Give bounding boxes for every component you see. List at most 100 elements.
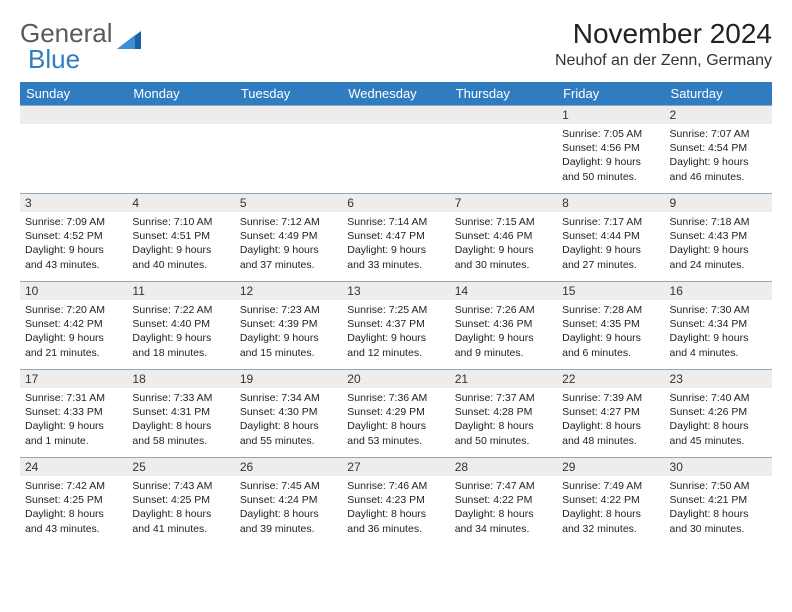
day-detail-line: and 27 minutes. [562,258,659,272]
day-detail-line: Sunrise: 7:09 AM [25,215,122,229]
calendar-day-cell: 24Sunrise: 7:42 AMSunset: 4:25 PMDayligh… [20,458,127,546]
day-detail-line: and 36 minutes. [347,522,444,536]
calendar-day-cell: 19Sunrise: 7:34 AMSunset: 4:30 PMDayligh… [235,370,342,458]
day-detail-line: Sunset: 4:36 PM [455,317,552,331]
day-detail-line: Sunset: 4:31 PM [132,405,229,419]
day-detail-line: and 15 minutes. [240,346,337,360]
day-number: 18 [127,370,234,388]
day-number: 16 [665,282,772,300]
day-number: 1 [557,106,664,124]
day-detail-line: Sunrise: 7:26 AM [455,303,552,317]
day-detail-line: Daylight: 9 hours [455,331,552,345]
calendar-day-cell: 8Sunrise: 7:17 AMSunset: 4:44 PMDaylight… [557,194,664,282]
day-detail-line: and 9 minutes. [455,346,552,360]
day-detail-line: Daylight: 9 hours [347,331,444,345]
calendar-day-cell: 14 Sunrise: 7:26 AMSunset: 4:36 PMDayligh… [450,282,557,370]
day-details: Sunrise: 7:22 AMSunset: 4:40 PMDaylight:… [127,300,234,364]
day-details: Sunrise: 7:42 AMSunset: 4:25 PMDaylight:… [20,476,127,540]
day-detail-line: Daylight: 8 hours [132,507,229,521]
day-detail-line: Sunrise: 7:34 AM [240,391,337,405]
day-detail-line: and 50 minutes. [455,434,552,448]
calendar-day-cell: 1Sunrise: 7:05 AMSunset: 4:56 PMDaylight… [557,106,664,194]
day-number: 27 [342,458,449,476]
day-detail-line: Daylight: 9 hours [132,331,229,345]
day-number: 11 [127,282,234,300]
day-number: 22 [557,370,664,388]
day-number-empty [127,106,234,124]
day-detail-line: Daylight: 9 hours [562,243,659,257]
day-detail-line: and 43 minutes. [25,522,122,536]
day-details: Sunrise: 7:39 AMSunset: 4:27 PMDaylight:… [557,388,664,452]
day-detail-line: Sunrise: 7:17 AM [562,215,659,229]
day-details: Sunrise: 7:05 AMSunset: 4:56 PMDaylight:… [557,124,664,188]
calendar-day-cell: 23Sunrise: 7:40 AMSunset: 4:26 PMDayligh… [665,370,772,458]
day-detail-line: Sunrise: 7:14 AM [347,215,444,229]
day-details: Sunrise: 7:36 AMSunset: 4:29 PMDaylight:… [342,388,449,452]
day-detail-line: and 55 minutes. [240,434,337,448]
day-detail-line: and 12 minutes. [347,346,444,360]
day-detail-line: Sunrise: 7:37 AM [455,391,552,405]
day-detail-line: Sunset: 4:28 PM [455,405,552,419]
day-details: Sunrise: 7:31 AMSunset: 4:33 PMDaylight:… [20,388,127,452]
day-number-empty [235,106,342,124]
day-detail-line: and 34 minutes. [455,522,552,536]
calendar-day-cell: 13Sunrise: 7:25 AMSunset: 4:37 PMDayligh… [342,282,449,370]
day-number: 30 [665,458,772,476]
calendar-day-cell: 4Sunrise: 7:10 AMSunset: 4:51 PMDaylight… [127,194,234,282]
weekday-header: Wednesday [342,82,449,106]
day-number-empty [342,106,449,124]
day-detail-line: Sunset: 4:47 PM [347,229,444,243]
day-details: Sunrise: 7:12 AMSunset: 4:49 PMDaylight:… [235,212,342,276]
weekday-header: Thursday [450,82,557,106]
day-number: 12 [235,282,342,300]
day-detail-line: and 24 minutes. [670,258,767,272]
day-detail-line: Sunrise: 7:10 AM [132,215,229,229]
day-detail-line: Sunset: 4:21 PM [670,493,767,507]
day-detail-line: Sunset: 4:39 PM [240,317,337,331]
day-detail-line: Sunrise: 7:18 AM [670,215,767,229]
day-detail-line: Sunrise: 7:50 AM [670,479,767,493]
day-details: Sunrise: 7:25 AMSunset: 4:37 PMDaylight:… [342,300,449,364]
day-detail-line: Sunset: 4:52 PM [25,229,122,243]
day-detail-line: Daylight: 9 hours [670,331,767,345]
day-detail-line: and 46 minutes. [670,170,767,184]
day-detail-line: Sunset: 4:30 PM [240,405,337,419]
calendar-empty-cell [235,106,342,194]
day-detail-line: Daylight: 9 hours [670,155,767,169]
day-detail-line: and 6 minutes. [562,346,659,360]
calendar-week-row: 17Sunrise: 7:31 AMSunset: 4:33 PMDayligh… [20,370,772,458]
day-detail-line: Sunset: 4:33 PM [25,405,122,419]
day-detail-line: and 1 minute. [25,434,122,448]
day-number: 17 [20,370,127,388]
day-number: 28 [450,458,557,476]
day-detail-line: Sunrise: 7:39 AM [562,391,659,405]
day-detail-line: and 37 minutes. [240,258,337,272]
day-detail-line: Daylight: 8 hours [347,419,444,433]
day-detail-line: Sunset: 4:22 PM [455,493,552,507]
day-number: 14 [450,282,557,300]
day-number: 10 [20,282,127,300]
day-detail-line: Daylight: 9 hours [347,243,444,257]
title-block: November 2024 Neuhof an der Zenn, German… [555,18,772,70]
calendar-empty-cell [127,106,234,194]
weekday-header: Friday [557,82,664,106]
day-detail-line: and 45 minutes. [670,434,767,448]
day-detail-line: Daylight: 9 hours [670,243,767,257]
day-detail-line: Daylight: 8 hours [670,419,767,433]
day-detail-line: Sunrise: 7:43 AM [132,479,229,493]
day-number: 13 [342,282,449,300]
day-detail-line: and 4 minutes. [670,346,767,360]
day-number: 25 [127,458,234,476]
day-detail-line: Sunset: 4:24 PM [240,493,337,507]
day-detail-line: Daylight: 8 hours [670,507,767,521]
day-number: 20 [342,370,449,388]
day-detail-line: Sunset: 4:25 PM [132,493,229,507]
day-details: Sunrise: 7:33 AMSunset: 4:31 PMDaylight:… [127,388,234,452]
calendar-day-cell: 7Sunrise: 7:15 AMSunset: 4:46 PMDaylight… [450,194,557,282]
day-details: Sunrise: 7:40 AMSunset: 4:26 PMDaylight:… [665,388,772,452]
day-detail-line: Daylight: 8 hours [240,419,337,433]
day-detail-line: Sunset: 4:26 PM [670,405,767,419]
logo-text-blue: Blue [28,44,80,75]
day-detail-line: Daylight: 8 hours [240,507,337,521]
day-number-empty [20,106,127,124]
